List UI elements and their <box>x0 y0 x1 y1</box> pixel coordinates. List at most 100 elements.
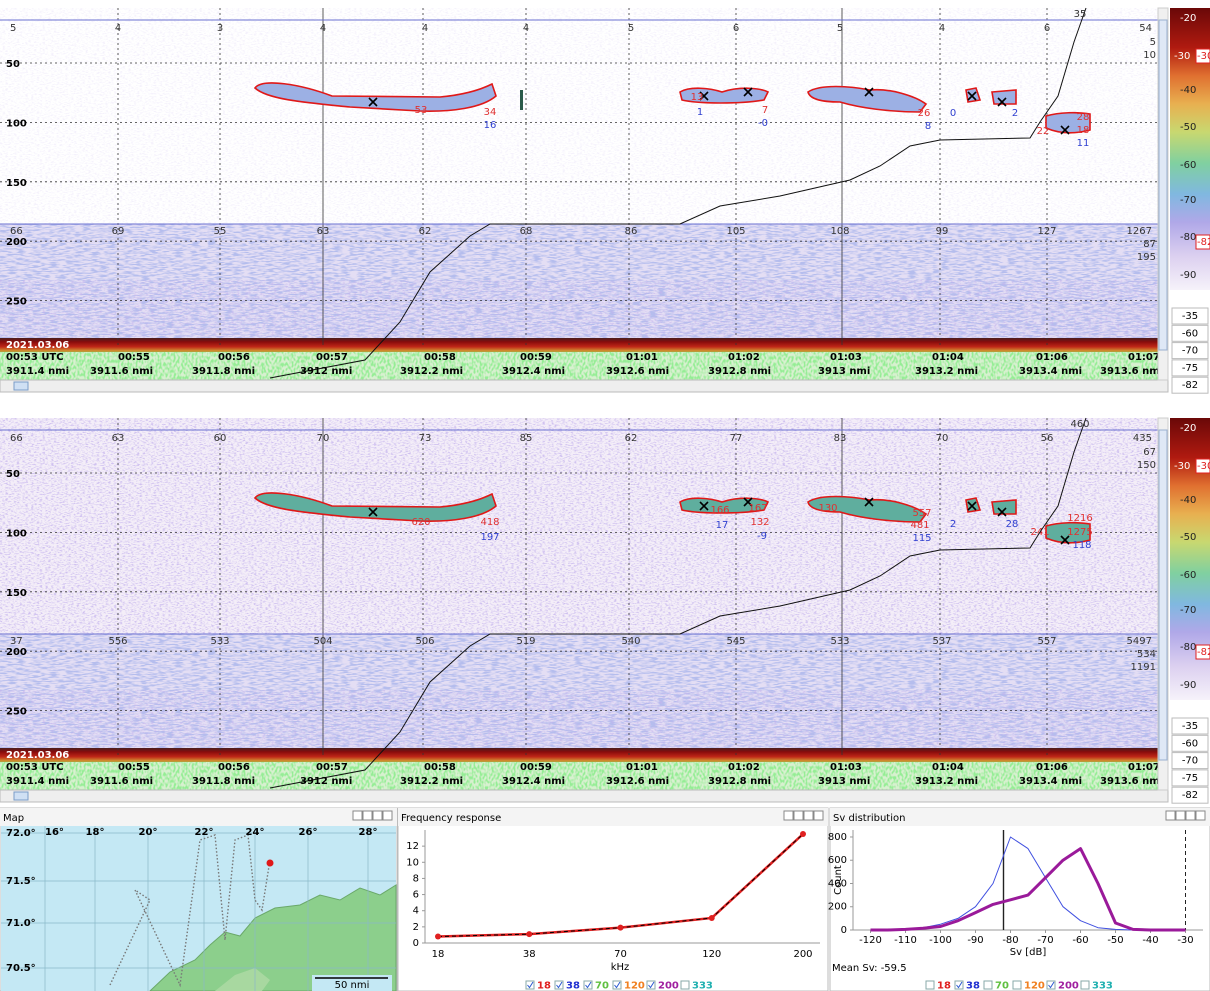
depth-label: 50 <box>6 469 20 480</box>
scale-label: -20 <box>1180 423 1196 434</box>
depth-label: 50 <box>6 59 20 70</box>
school-label: 28 <box>1077 112 1090 123</box>
mid-count: 504 <box>313 636 332 647</box>
lon-label: 22° <box>195 827 214 838</box>
x-tick-label: 70 <box>614 949 627 960</box>
school-label: 34 <box>484 107 497 118</box>
top-count: 4 <box>115 23 121 34</box>
legend-label: 70 <box>595 981 609 991</box>
legend-checkbox[interactable] <box>681 981 689 989</box>
seabed <box>0 748 1158 764</box>
depth-label: 150 <box>6 178 27 189</box>
scale-marker: -30 <box>1197 51 1210 62</box>
time-label: 01:01 <box>626 352 658 363</box>
top-count: 73 <box>419 433 432 444</box>
y-tick-label: 800 <box>828 832 847 843</box>
scale-label: -60 <box>1180 160 1196 171</box>
time-label: 00:59 <box>520 762 552 773</box>
top-count: 83 <box>834 433 847 444</box>
threshold-label: -70 <box>1182 756 1198 767</box>
threshold-label: -82 <box>1182 790 1198 801</box>
top-count: 70 <box>936 433 949 444</box>
threshold-label: -75 <box>1182 363 1198 374</box>
window-button[interactable] <box>373 811 382 820</box>
top-count: 4 <box>422 23 428 34</box>
mid-count: 557 <box>1037 636 1056 647</box>
mid-count: 540 <box>621 636 640 647</box>
noise-upper <box>0 418 1158 634</box>
x-tick-label: 120 <box>702 949 721 960</box>
depth-label: 200 <box>6 237 27 248</box>
top-count: 5 <box>837 23 843 34</box>
top-count: 70 <box>317 433 330 444</box>
mid-count: 68 <box>520 226 533 237</box>
school-label: 1275 <box>1067 527 1092 538</box>
window-button[interactable] <box>794 811 803 820</box>
distance-label: 3912.8 nmi <box>708 366 771 377</box>
time-label: 00:58 <box>424 352 456 363</box>
window-button[interactable] <box>804 811 813 820</box>
top-count-extra: 67 <box>1143 447 1156 458</box>
window-button[interactable] <box>814 811 823 820</box>
app-window: 501001502002505334161317-026802282218115… <box>0 0 1210 991</box>
scale-label: -20 <box>1180 13 1196 24</box>
scale-marker: -82 <box>1197 237 1210 248</box>
scale-bar-label: 50 nmi <box>335 980 370 991</box>
time-label: 01:01 <box>626 762 658 773</box>
top-count: 4 <box>523 23 529 34</box>
window-button[interactable] <box>784 811 793 820</box>
time-label: 00:55 <box>118 352 150 363</box>
x-tick-label: -120 <box>859 935 882 946</box>
window-button[interactable] <box>363 811 372 820</box>
distance-label: 3913.4 nmi <box>1019 366 1082 377</box>
school-label: 2 <box>950 519 956 530</box>
school-label: 620 <box>411 517 430 528</box>
window-button[interactable] <box>1186 811 1195 820</box>
x-tick-label: -110 <box>894 935 917 946</box>
scale-label: -80 <box>1180 232 1196 243</box>
scale-label: -90 <box>1180 680 1196 691</box>
legend-checkbox[interactable] <box>1013 981 1021 989</box>
below-bed-noise <box>0 352 1158 380</box>
school-label: 0 <box>950 108 956 119</box>
top-count-extra: 5 <box>1150 37 1156 48</box>
top-count: 5 <box>628 23 634 34</box>
school-label: 7 <box>762 105 768 116</box>
window-button[interactable] <box>1196 811 1205 820</box>
y-tick-label: 8 <box>413 873 419 884</box>
scale-label: -30 <box>1174 51 1190 62</box>
school-region <box>992 90 1016 104</box>
distance-label: 3913 nmi <box>818 366 870 377</box>
x-tick-label: 38 <box>523 949 536 960</box>
window-button[interactable] <box>383 811 392 820</box>
y-tick-label: 6 <box>413 890 419 901</box>
page: 501001502002505334161317-026802282218115… <box>0 0 1210 991</box>
legend-checkbox[interactable] <box>926 981 934 989</box>
top-count: 56 <box>1041 433 1054 444</box>
h-scroll-thumb <box>14 792 28 800</box>
top-count-extra: 150 <box>1137 460 1156 471</box>
legend-checkbox[interactable] <box>984 981 992 989</box>
x-tick-label: -30 <box>1177 935 1193 946</box>
y-tick-label: 2 <box>413 922 419 933</box>
distance-label: 3912.2 nmi <box>400 776 463 787</box>
school-label: 1216 <box>1067 513 1092 524</box>
top-count: 3 <box>217 23 223 34</box>
mid-count: 127 <box>1037 226 1056 237</box>
school-label: 16 <box>484 120 497 131</box>
legend-checkbox[interactable] <box>1081 981 1089 989</box>
threshold-label: -75 <box>1182 773 1198 784</box>
time-label: 01:04 <box>932 352 964 363</box>
school-label: 22 <box>1037 126 1050 137</box>
legend-label: 18 <box>537 981 551 991</box>
window-button[interactable] <box>1176 811 1185 820</box>
depth-label: 100 <box>6 528 27 539</box>
window-button[interactable] <box>1166 811 1175 820</box>
window-button[interactable] <box>353 811 362 820</box>
panel-title: Map <box>3 813 24 824</box>
scale-label: -80 <box>1180 642 1196 653</box>
date-label: 2021.03.06 <box>6 750 69 761</box>
time-label: 00:59 <box>520 352 552 363</box>
mid-count: 55 <box>214 226 227 237</box>
